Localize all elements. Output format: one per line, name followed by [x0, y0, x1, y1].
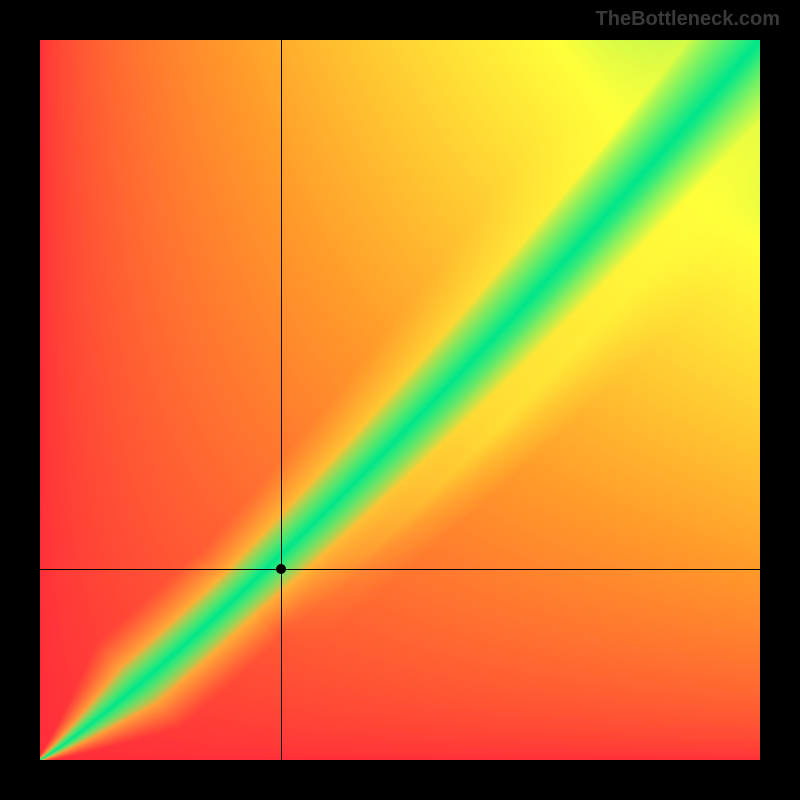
watermark-text: TheBottleneck.com — [596, 8, 780, 31]
crosshair-horizontal — [40, 569, 760, 570]
data-point-marker — [276, 564, 286, 574]
heatmap-canvas — [40, 40, 760, 760]
plot-area — [40, 40, 760, 760]
crosshair-vertical — [281, 40, 282, 760]
figure-container: TheBottleneck.com — [0, 0, 800, 800]
